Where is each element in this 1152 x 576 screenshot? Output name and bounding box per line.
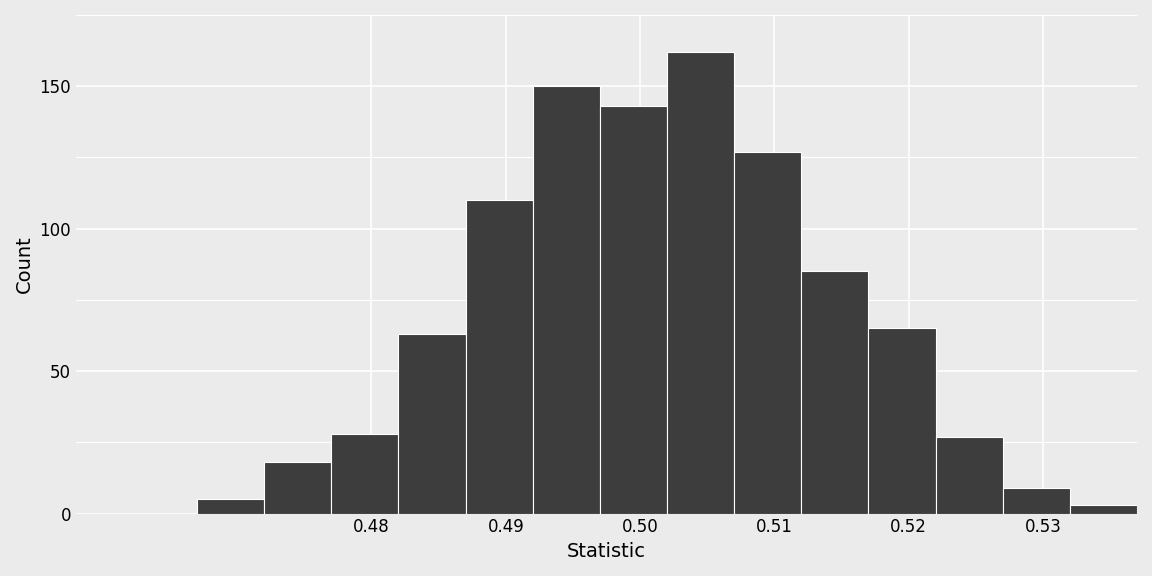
Bar (802, 271, 869, 514)
Bar (1070, 505, 1137, 514)
Bar (264, 463, 332, 514)
Bar (734, 151, 802, 514)
Bar (869, 328, 935, 514)
Bar (600, 106, 667, 514)
Y-axis label: Count: Count (15, 236, 35, 293)
Bar (399, 334, 465, 514)
Bar (332, 434, 399, 514)
Bar (1002, 488, 1070, 514)
X-axis label: Statistic: Statistic (567, 542, 646, 561)
Bar (465, 200, 532, 514)
Bar (197, 499, 264, 514)
Bar (532, 86, 600, 514)
Bar (667, 52, 734, 514)
Bar (935, 437, 1002, 514)
